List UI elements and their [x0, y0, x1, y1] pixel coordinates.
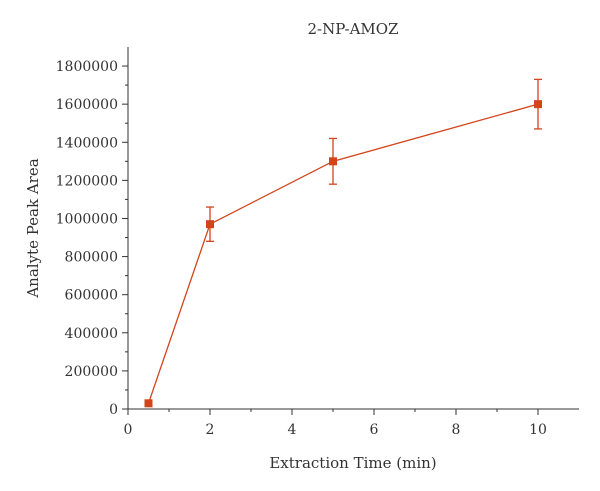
y-tick-label: 0 — [109, 402, 118, 418]
y-tick-label: 1200000 — [56, 173, 118, 189]
x-axis-title: Extraction Time (min) — [269, 454, 436, 472]
x-tick-label: 6 — [370, 422, 379, 438]
chart-title: 2-NP-AMOZ — [308, 20, 399, 38]
data-point — [206, 220, 214, 229]
y-tick-label: 1400000 — [56, 135, 118, 151]
y-tick-label: 1600000 — [56, 97, 118, 113]
y-axis-title: Analyte Peak Area — [24, 158, 42, 298]
y-tick-label: 200000 — [65, 364, 118, 380]
y-tick-label: 1800000 — [56, 59, 118, 75]
x-tick-label: 10 — [529, 422, 547, 438]
series-line — [147, 103, 539, 404]
y-tick-label: 600000 — [65, 288, 118, 304]
y-tick-label: 800000 — [65, 250, 118, 266]
x-tick-label: 4 — [288, 422, 297, 438]
data-point — [534, 100, 542, 109]
x-tick-label: 2 — [206, 422, 215, 438]
x-tick-label: 0 — [124, 422, 133, 438]
x-tick-label: 8 — [452, 422, 461, 438]
data-point — [144, 399, 153, 408]
data-point — [329, 157, 337, 166]
y-tick-label: 1000000 — [56, 211, 118, 227]
y-tick-label: 400000 — [65, 326, 118, 342]
plot-area: 0 200000 400000 600000 800000 1000000 1200000 1… — [56, 47, 579, 438]
